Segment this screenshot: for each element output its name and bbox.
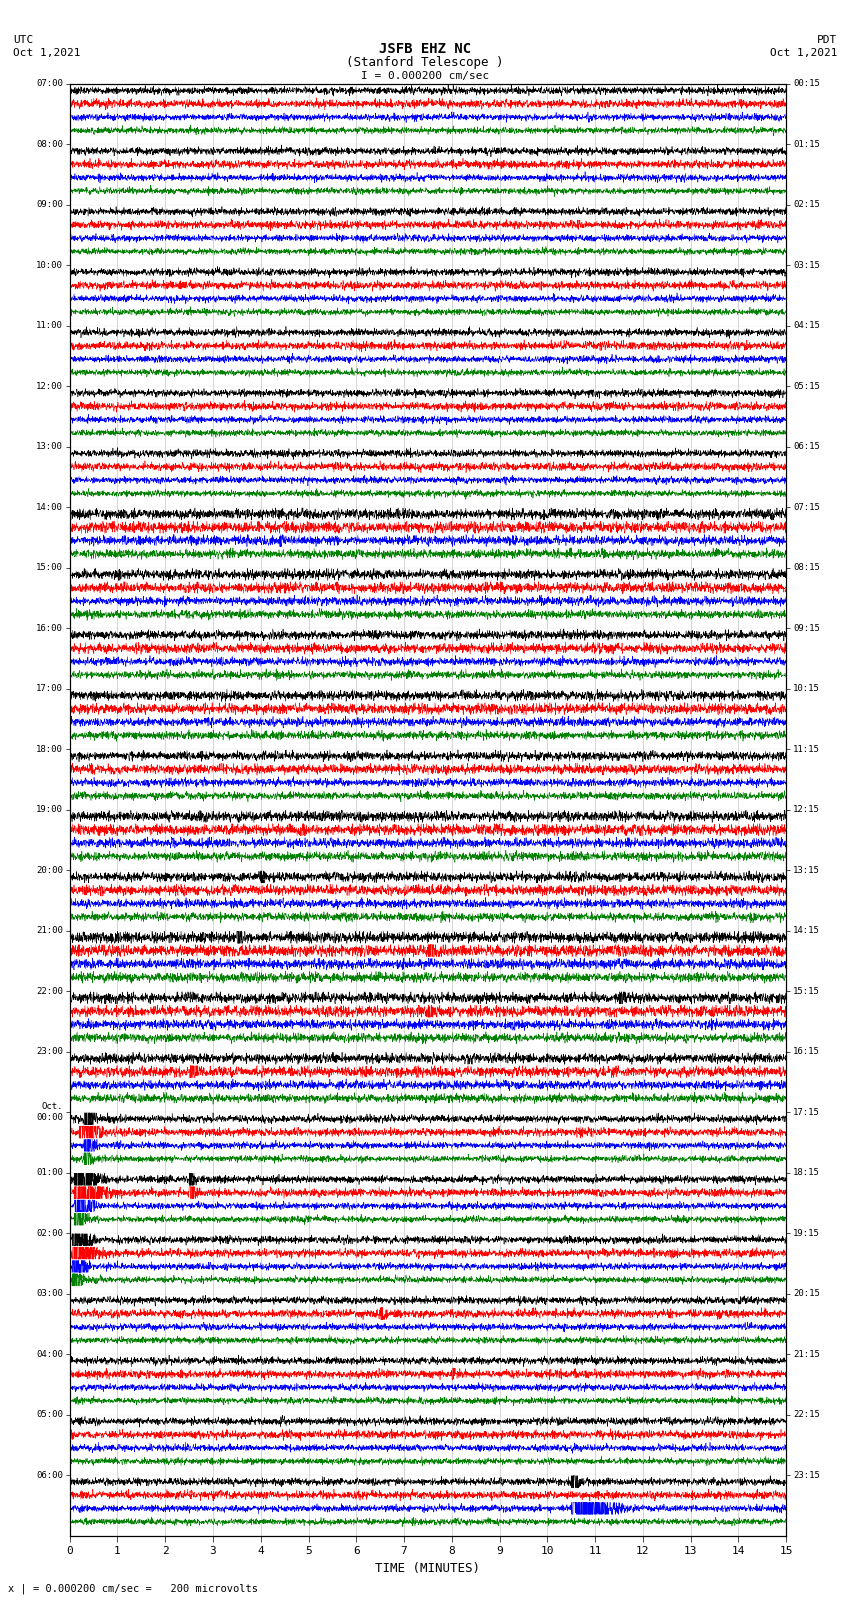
Text: Oct 1,2021: Oct 1,2021 (770, 48, 837, 58)
Text: JSFB EHZ NC: JSFB EHZ NC (379, 42, 471, 56)
Text: Oct 1,2021: Oct 1,2021 (13, 48, 80, 58)
Text: x | = 0.000200 cm/sec =   200 microvolts: x | = 0.000200 cm/sec = 200 microvolts (8, 1582, 258, 1594)
Text: I = 0.000200 cm/sec: I = 0.000200 cm/sec (361, 71, 489, 81)
Text: (Stanford Telescope ): (Stanford Telescope ) (346, 56, 504, 69)
X-axis label: TIME (MINUTES): TIME (MINUTES) (376, 1561, 480, 1574)
Text: UTC: UTC (13, 35, 33, 45)
Text: PDT: PDT (817, 35, 837, 45)
